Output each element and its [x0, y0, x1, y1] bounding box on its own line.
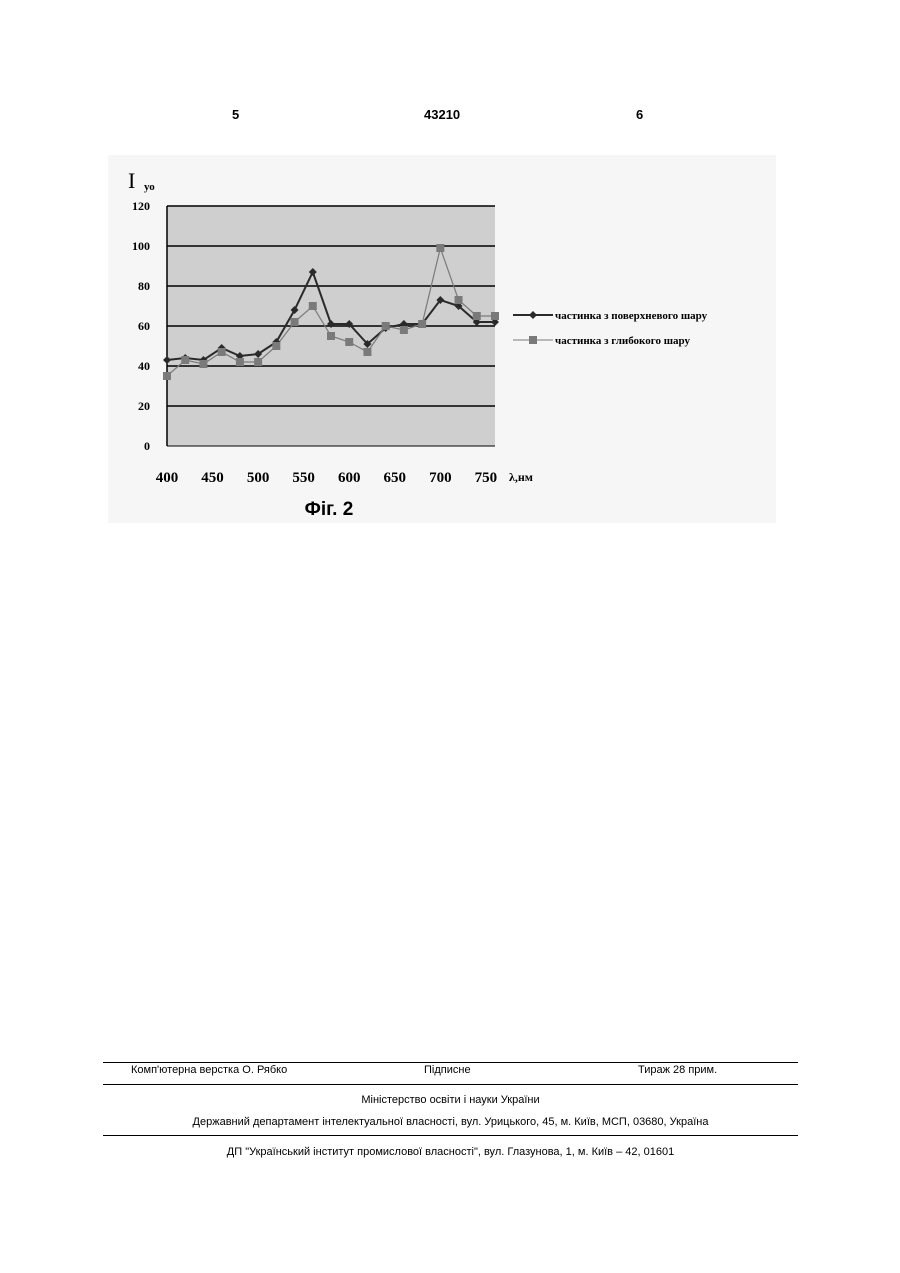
- data-point-deep: [436, 244, 444, 252]
- x-tick-label: 600: [338, 470, 361, 486]
- data-point-deep: [345, 338, 353, 346]
- data-point-deep: [199, 360, 207, 368]
- department-address: Державний департамент інтелектуальної вл…: [103, 1116, 798, 1128]
- footer-rule-bottom: [103, 1135, 798, 1136]
- ministry-name: Міністерство освіти і науки України: [103, 1094, 798, 1106]
- x-tick-label: 750: [475, 470, 498, 486]
- y-axis-label-subscript: уо: [144, 181, 155, 193]
- left-page-number: 5: [232, 107, 239, 122]
- figure-chart: 0 20 40 60 80 100 120 400 450 500 550 600 650 700 750…: [108, 155, 776, 523]
- data-point-deep: [291, 318, 299, 326]
- data-point-deep: [163, 372, 171, 380]
- data-point-deep: [400, 326, 408, 334]
- print-run: Тираж 28 прим.: [638, 1064, 717, 1076]
- data-point-deep: [418, 320, 426, 328]
- y-tick-label: 60: [138, 319, 150, 333]
- legend-label-deep: частинка з глибокого шару: [555, 335, 690, 347]
- data-point-deep: [181, 356, 189, 364]
- footer-rule-top: [103, 1062, 798, 1063]
- right-page-number: 6: [636, 107, 643, 122]
- y-tick-label: 120: [132, 199, 150, 213]
- signed-note: Підписне: [424, 1064, 471, 1076]
- data-point-deep: [455, 296, 463, 304]
- x-tick-label: 450: [201, 470, 224, 486]
- x-tick-label: 500: [247, 470, 270, 486]
- footer-rule-middle: [103, 1084, 798, 1085]
- y-tick-label: 100: [132, 239, 150, 253]
- data-point-deep: [327, 332, 335, 340]
- data-point-deep: [236, 358, 244, 366]
- legend-label-surface: частинка з поверхневого шару: [555, 310, 708, 322]
- data-point-deep: [473, 312, 481, 320]
- y-tick-label: 0: [144, 439, 150, 453]
- y-tick-label: 40: [138, 359, 150, 373]
- x-tick-label: 550: [292, 470, 315, 486]
- data-point-deep: [491, 312, 499, 320]
- x-tick-label: 400: [156, 470, 179, 486]
- institute-address: ДП "Український інститут промислової вла…: [103, 1146, 798, 1158]
- data-point-deep: [218, 348, 226, 356]
- typesetter-credit: Комп'ютерна верстка О. Рябко: [131, 1064, 287, 1076]
- y-tick-label: 80: [138, 279, 150, 293]
- x-tick-label: 650: [384, 470, 407, 486]
- patent-number: 43210: [424, 107, 460, 122]
- data-point-deep: [254, 358, 262, 366]
- data-point-deep: [309, 302, 317, 310]
- legend-marker-deep: [529, 336, 537, 344]
- y-axis-label: I: [128, 168, 135, 193]
- data-point-deep: [363, 348, 371, 356]
- data-point-deep: [382, 322, 390, 330]
- data-point-deep: [272, 342, 280, 350]
- figure-caption: Фіг. 2: [305, 499, 354, 520]
- x-axis-label: λ,нм: [509, 470, 533, 484]
- y-tick-label: 20: [138, 399, 150, 413]
- x-tick-label: 700: [429, 470, 452, 486]
